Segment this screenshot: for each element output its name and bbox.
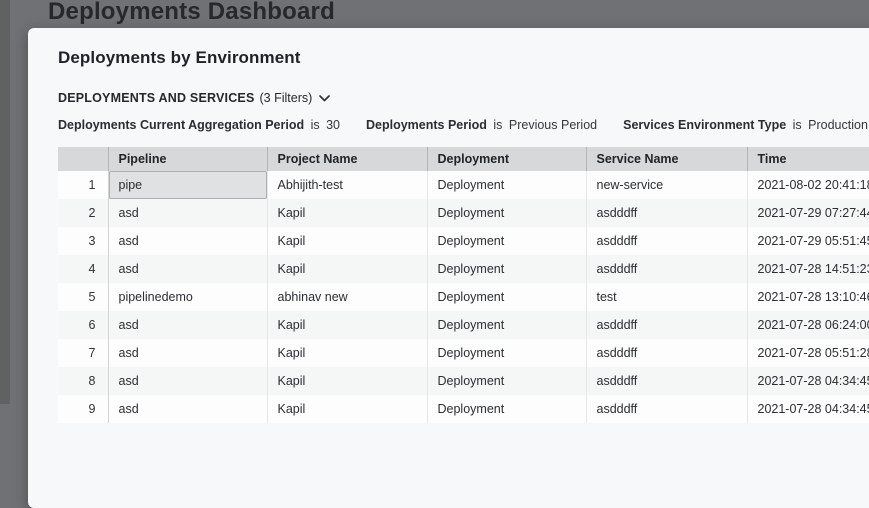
column-header-deployment[interactable]: Deployment bbox=[426, 147, 586, 171]
row-number: 8 bbox=[58, 367, 109, 395]
column-header-service-name[interactable]: Service Name bbox=[585, 147, 747, 171]
modal-title: Deployments by Environment bbox=[58, 48, 301, 67]
row-number: 2 bbox=[58, 199, 109, 227]
row-number-header bbox=[58, 147, 108, 171]
column-header-project-name[interactable]: Project Name bbox=[266, 147, 427, 171]
table-header-row: Pipeline Project Name Deployment Service… bbox=[58, 147, 869, 171]
table-row: 6 asd Kapil Deployment asdddff 2021-07-2… bbox=[58, 311, 869, 339]
cell-pipeline[interactable]: asd bbox=[118, 234, 139, 248]
cell-deployment[interactable]: Deployment bbox=[426, 283, 586, 311]
table-row: 5 pipelinedemo abhinav new Deployment te… bbox=[58, 283, 869, 311]
deployments-modal: Deployments by Environment DEPLOYMENTS A… bbox=[28, 28, 869, 508]
cell-project-name[interactable]: Kapil bbox=[266, 311, 427, 339]
table-row: 7 asd Kapil Deployment asdddff 2021-07-2… bbox=[58, 339, 869, 367]
cell-pipeline[interactable]: asd bbox=[118, 206, 139, 220]
cell-deployment[interactable]: Deployment bbox=[426, 311, 586, 339]
cell-time[interactable]: 2021-07-28 04:34:45 bbox=[746, 367, 869, 395]
table-body: 1 pipe Abhijith-test Deployment new-serv… bbox=[58, 171, 869, 423]
cell-deployment[interactable]: Deployment bbox=[426, 227, 586, 255]
cell-pipeline[interactable]: asd bbox=[118, 402, 139, 416]
row-number: 1 bbox=[58, 171, 109, 199]
cell-pipeline[interactable]: pipelinedemo bbox=[118, 290, 193, 304]
cell-time[interactable]: 2021-07-29 07:27:44 bbox=[746, 199, 869, 227]
cell-time[interactable]: 2021-07-28 14:51:23 bbox=[746, 255, 869, 283]
filters-group-label: DEPLOYMENTS AND SERVICES bbox=[58, 91, 255, 105]
cell-service-name[interactable]: asdddff bbox=[585, 367, 747, 395]
cell-service-name[interactable]: asdddff bbox=[585, 311, 747, 339]
filter-aggregation-period: Deployments Current Aggregation Period i… bbox=[58, 118, 340, 132]
filter-deployments-period: Deployments Period is Previous Period bbox=[366, 118, 598, 132]
filter-environment-type: Services Environment Type is Production bbox=[623, 118, 868, 132]
row-number: 4 bbox=[58, 255, 109, 283]
deployments-table-wrap: Pipeline Project Name Deployment Service… bbox=[58, 147, 869, 423]
cell-time[interactable]: 2021-07-29 05:51:45 bbox=[746, 227, 869, 255]
cell-pipeline[interactable]: asd bbox=[118, 318, 139, 332]
table-row: 1 pipe Abhijith-test Deployment new-serv… bbox=[58, 171, 869, 199]
modal-backdrop[interactable]: Deployments Dashboard bbox=[0, 0, 869, 404]
cell-project-name[interactable]: abhinav new bbox=[266, 283, 427, 311]
cell-service-name[interactable]: asdddff bbox=[585, 227, 747, 255]
cell-deployment[interactable]: Deployment bbox=[426, 171, 586, 199]
cell-project-name[interactable]: Kapil bbox=[266, 255, 427, 283]
row-number: 5 bbox=[58, 283, 109, 311]
cell-project-name[interactable]: Kapil bbox=[266, 199, 427, 227]
table-row: 4 asd Kapil Deployment asdddff 2021-07-2… bbox=[58, 255, 869, 283]
chevron-down-icon bbox=[319, 91, 331, 105]
cell-time[interactable]: 2021-07-28 05:51:28 bbox=[746, 339, 869, 367]
cell-service-name[interactable]: test bbox=[585, 283, 747, 311]
cell-time[interactable]: 2021-08-02 20:41:18 bbox=[746, 171, 869, 199]
cell-deployment[interactable]: Deployment bbox=[426, 199, 586, 227]
row-number: 9 bbox=[58, 395, 109, 423]
column-header-pipeline[interactable]: Pipeline bbox=[107, 147, 267, 171]
table-row: 8 asd Kapil Deployment asdddff 2021-07-2… bbox=[58, 367, 869, 395]
table-row: 2 asd Kapil Deployment asdddff 2021-07-2… bbox=[58, 199, 869, 227]
cell-pipeline[interactable]: asd bbox=[118, 262, 139, 276]
cell-time[interactable]: 2021-07-28 06:24:00 bbox=[746, 311, 869, 339]
cell-project-name[interactable]: Kapil bbox=[266, 395, 427, 423]
cell-service-name[interactable]: asdddff bbox=[585, 255, 747, 283]
backdrop-left-shade bbox=[0, 0, 10, 404]
deployments-table: Pipeline Project Name Deployment Service… bbox=[58, 147, 869, 423]
active-filters: Deployments Current Aggregation Period i… bbox=[58, 118, 869, 132]
cell-project-name[interactable]: Abhijith-test bbox=[266, 171, 427, 199]
table-row: 3 asd Kapil Deployment asdddff 2021-07-2… bbox=[58, 227, 869, 255]
cell-time[interactable]: 2021-07-28 04:34:45 bbox=[746, 395, 869, 423]
cell-deployment[interactable]: Deployment bbox=[426, 255, 586, 283]
table-row: 9 asd Kapil Deployment asdddff 2021-07-2… bbox=[58, 395, 869, 423]
cell-project-name[interactable]: Kapil bbox=[266, 339, 427, 367]
cell-service-name[interactable]: asdddff bbox=[585, 339, 747, 367]
cell-project-name[interactable]: Kapil bbox=[266, 227, 427, 255]
filters-count-label: (3 Filters) bbox=[259, 91, 313, 105]
row-number: 3 bbox=[58, 227, 109, 255]
cell-deployment[interactable]: Deployment bbox=[426, 367, 586, 395]
column-header-time[interactable]: Time bbox=[746, 147, 869, 171]
cell-time[interactable]: 2021-07-28 13:10:46 bbox=[746, 283, 869, 311]
cell-service-name[interactable]: asdddff bbox=[585, 199, 747, 227]
row-number: 6 bbox=[58, 311, 109, 339]
cell-service-name[interactable]: new-service bbox=[585, 171, 747, 199]
cell-project-name[interactable]: Kapil bbox=[266, 367, 427, 395]
cell-pipeline[interactable]: asd bbox=[118, 346, 139, 360]
cell-deployment[interactable]: Deployment bbox=[426, 339, 586, 367]
cell-pipeline[interactable]: asd bbox=[118, 374, 139, 388]
cell-service-name[interactable]: asdddff bbox=[585, 395, 747, 423]
cell-deployment[interactable]: Deployment bbox=[426, 395, 586, 423]
cell-pipeline[interactable]: pipe bbox=[108, 171, 267, 199]
page-title: Deployments Dashboard bbox=[48, 0, 335, 25]
filters-toggle[interactable]: DEPLOYMENTS AND SERVICES (3 Filters) bbox=[58, 91, 331, 105]
row-number: 7 bbox=[58, 339, 109, 367]
